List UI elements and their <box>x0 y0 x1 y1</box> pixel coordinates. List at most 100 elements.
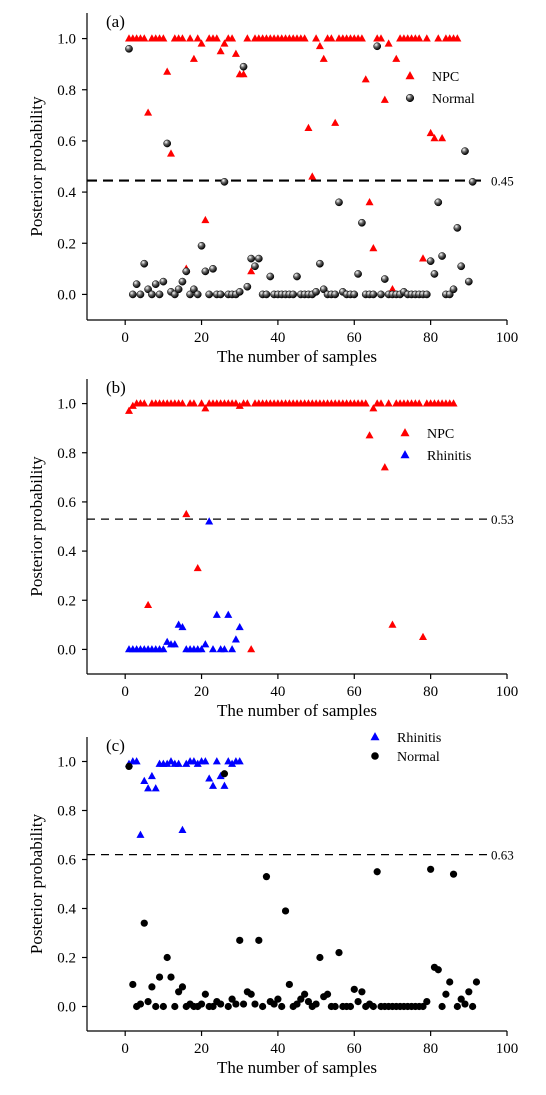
data-point <box>315 41 324 50</box>
data-point <box>331 118 340 126</box>
x-tick-label: 40 <box>270 684 285 700</box>
data-point <box>251 262 259 271</box>
data-point <box>182 267 191 276</box>
x-tick-label: 20 <box>194 1041 209 1057</box>
data-point <box>415 399 424 407</box>
data-point <box>453 34 462 42</box>
data-point <box>422 34 431 42</box>
data-point <box>235 401 244 409</box>
y-axis-label: Posterior probability <box>27 96 46 237</box>
x-tick-label: 60 <box>347 684 362 700</box>
data-point <box>212 34 221 42</box>
y-tick-label: 1.0 <box>57 397 76 413</box>
data-point <box>427 865 435 873</box>
data-point <box>297 995 305 1003</box>
data-point <box>175 988 183 996</box>
data-point <box>453 1002 461 1011</box>
series-rhinitis <box>125 517 244 653</box>
data-point <box>128 290 137 299</box>
series-npc <box>125 34 462 293</box>
data-point <box>438 252 446 260</box>
x-tick-label: 20 <box>194 684 209 700</box>
data-point <box>197 241 206 250</box>
data-point <box>384 399 393 407</box>
data-point <box>388 620 397 628</box>
data-point <box>293 272 301 281</box>
x-axis-label: The number of samples <box>217 1058 377 1077</box>
data-point <box>392 54 401 62</box>
x-tick-label: 40 <box>270 1041 285 1057</box>
data-point <box>136 290 145 299</box>
legend-marker <box>370 732 380 741</box>
data-point <box>197 1000 206 1008</box>
data-point <box>193 290 202 299</box>
data-point <box>369 404 378 412</box>
data-point <box>262 873 271 881</box>
data-point <box>247 990 255 998</box>
x-tick-label: 100 <box>496 1041 519 1057</box>
data-point <box>190 285 198 294</box>
data-point <box>384 39 393 47</box>
data-point <box>461 1000 469 1008</box>
data-point <box>346 1002 355 1011</box>
data-point <box>380 275 389 283</box>
data-point <box>316 259 324 268</box>
data-point <box>243 399 252 407</box>
data-point <box>289 290 298 299</box>
y-tick-label: 0.0 <box>57 642 76 658</box>
data-point <box>193 34 202 42</box>
data-point <box>140 776 149 784</box>
data-point <box>247 267 256 275</box>
data-point <box>167 757 175 765</box>
data-point <box>301 990 309 998</box>
legend: Rhinitis Normal <box>370 731 441 765</box>
data-point <box>388 284 397 293</box>
y-tick-label: 0.2 <box>57 236 76 252</box>
legend-label: Normal <box>397 750 440 765</box>
data-point <box>209 264 217 273</box>
data-point <box>262 290 271 299</box>
legend-label: Rhinitis <box>427 449 471 464</box>
data-point <box>293 1000 301 1008</box>
data-point <box>278 1002 286 1011</box>
data-point <box>354 998 362 1006</box>
data-point <box>228 34 237 42</box>
data-point <box>201 267 210 276</box>
data-point <box>469 1002 477 1011</box>
data-point <box>216 290 225 299</box>
data-point <box>201 404 210 412</box>
data-point <box>159 277 168 286</box>
data-point <box>300 34 309 42</box>
data-point <box>152 1002 160 1011</box>
data-point <box>140 34 149 42</box>
data-point <box>205 774 214 782</box>
data-point <box>174 759 183 767</box>
x-tick-label: 20 <box>194 330 209 346</box>
legend-marker <box>405 71 415 80</box>
data-point <box>468 178 477 186</box>
threshold-label: 0.45 <box>491 174 514 189</box>
data-point <box>224 610 233 618</box>
y-tick-label: 0.8 <box>57 446 76 462</box>
y-axis-label: Posterior probability <box>27 813 46 954</box>
data-point <box>148 983 156 991</box>
data-point <box>182 509 191 518</box>
series-npc <box>125 399 458 653</box>
data-point <box>423 998 431 1006</box>
y-tick-label: 0.4 <box>57 185 76 201</box>
data-point <box>167 973 175 981</box>
data-point <box>236 936 244 944</box>
x-axis-label: The number of samples <box>217 347 377 366</box>
data-point <box>212 610 221 618</box>
data-point <box>209 781 217 789</box>
data-point <box>201 990 209 998</box>
data-point <box>438 134 447 142</box>
data-point <box>220 781 229 789</box>
data-point <box>205 517 214 525</box>
data-point <box>178 399 187 407</box>
x-tick-label: 80 <box>423 1041 438 1057</box>
series-rhinitis <box>125 757 244 838</box>
data-point <box>281 907 290 915</box>
data-point <box>235 622 244 631</box>
data-point <box>350 985 358 993</box>
